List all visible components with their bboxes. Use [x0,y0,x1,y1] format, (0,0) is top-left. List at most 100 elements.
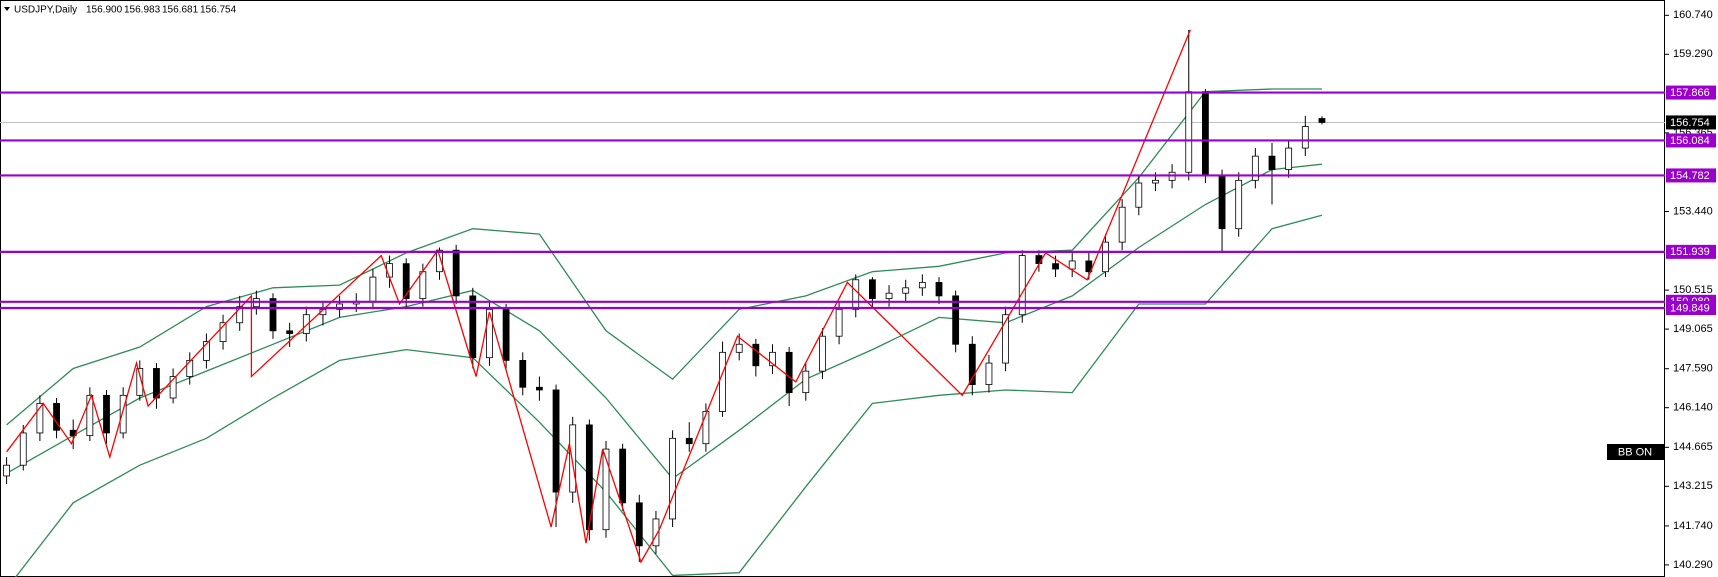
candle-body [269,298,277,332]
candle-body [502,308,510,361]
y-tick-label: 153.440 [1673,205,1713,217]
badge-text: BB ON [1618,446,1652,458]
candle-body [602,448,610,531]
candle-body [869,279,876,299]
bollinger-upper [6,88,1322,426]
candle-body [885,292,893,299]
y-tick-label: 159.290 [1673,48,1713,60]
candle-body [1251,155,1259,181]
y-tick-label: 149.065 [1673,323,1713,335]
candle-body [186,359,194,377]
candle-body [1102,241,1109,273]
candle-body [1118,206,1126,243]
badge: BB ON [1607,444,1664,460]
candle-body [785,351,793,394]
candle-body [236,306,244,324]
candle-body [902,287,910,294]
level-label: 157.866 [1670,87,1710,99]
candle-body [36,402,44,434]
y-tick-label: 160.740 [1673,9,1713,21]
candle-body [1285,147,1293,170]
current-price-label: 156.754 [1670,117,1710,129]
candle-body [519,359,527,388]
candle-body [802,370,810,394]
level-label-box [1666,244,1716,259]
y-tick-label: 144.665 [1673,441,1713,453]
candle-body [585,424,593,531]
candle-body [935,282,943,297]
plot [0,29,1665,577]
zigzag [6,29,1192,564]
candle-body [1135,182,1143,208]
level-label-box [1666,133,1716,148]
candle-body [103,394,110,434]
level-label: 151.939 [1670,246,1710,258]
candle-body [169,376,177,399]
candle-body [769,351,776,367]
symbol: USDJPY,Daily [14,5,77,16]
candle-body [402,263,410,299]
candle-body [336,303,344,310]
candle-body [1235,179,1243,230]
candle-body [552,389,560,493]
level-label-box [1666,168,1716,183]
candle-body [752,343,760,367]
candle-body [86,394,94,437]
ohlc-low: 156.681 [162,5,199,16]
y-tick-label: 150.515 [1673,284,1713,296]
candle-body [952,295,960,345]
level-label: 156.084 [1670,135,1710,147]
candle-body [719,351,726,412]
candle-body [835,308,843,337]
level-label: 154.782 [1670,170,1710,182]
candle-body [219,322,227,342]
candle-body [1002,314,1009,364]
candle-body [735,343,743,353]
candle-body [286,330,294,334]
y-tick-label: 146.140 [1673,402,1713,414]
ohlc-open: 156.900 [86,5,123,16]
badge-box [1607,444,1664,460]
candle-body [852,279,860,310]
candle-body [119,394,127,434]
candle-body [819,335,826,372]
bollinger-lower [14,214,1323,577]
candle-body [1318,118,1326,123]
candle-body [968,343,976,385]
candle-body [53,402,60,431]
candle-body [302,314,310,334]
candle-body [536,386,543,391]
candle-body [918,282,926,289]
menu-arrow [4,7,10,11]
candle-body [419,271,427,299]
candle-body [136,368,144,396]
candle-body [985,362,993,385]
y-tick-label: 140.290 [1673,559,1713,571]
candle-body [486,308,493,359]
current-price-box [1666,115,1716,130]
candle-body [1085,260,1093,273]
candle-body [202,341,210,361]
candle-body [1301,126,1309,149]
candle-body [452,249,460,297]
candle-body [369,276,377,302]
candle-body [1052,263,1059,270]
candle-body [619,448,627,504]
y-tick-label: 147.590 [1673,363,1713,375]
plot-frame [0,0,1665,577]
candle-body [702,411,710,445]
candle-body [436,249,443,273]
candle-body [569,424,577,493]
candle-body [652,518,660,547]
candle-body [1202,91,1209,176]
y-tick-label: 143.215 [1673,480,1713,492]
level-label: 149.849 [1670,302,1710,314]
candle-body [19,432,27,466]
candle-body [635,502,643,547]
candle-body [1018,255,1026,316]
candle-body [1152,179,1159,184]
header: USDJPY,Daily 156.900 156.983 156.681 156… [4,5,237,16]
level-label-box [1666,85,1716,100]
candle-body [669,437,676,520]
